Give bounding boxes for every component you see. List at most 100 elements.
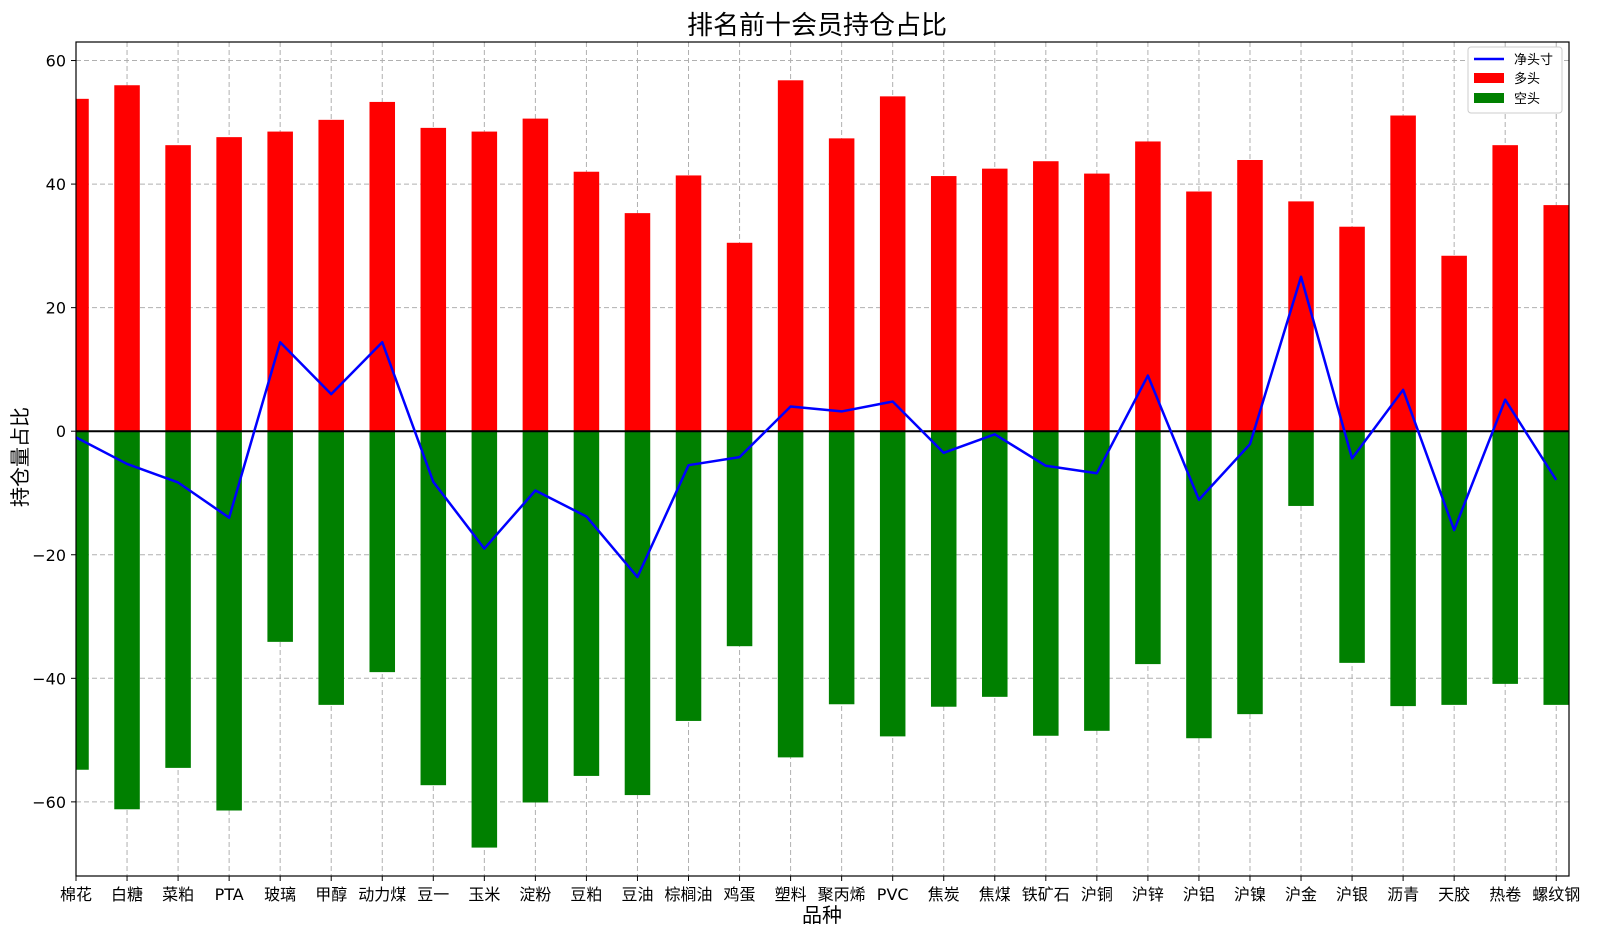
long-bar	[1084, 173, 1110, 432]
legend: 净头寸 多头 空头	[1467, 46, 1563, 114]
short-bar	[1237, 431, 1263, 715]
short-bar	[369, 431, 396, 673]
x-tick-label: 白糖	[111, 885, 143, 904]
net-position-polyline	[75, 275, 1558, 579]
x-tick-label: 沪镍	[1234, 885, 1266, 904]
plot-frame	[75, 41, 1570, 877]
x-tick-label: PTA	[215, 885, 244, 904]
short-bar	[573, 431, 600, 776]
long-bar	[675, 175, 702, 432]
x-tick-label: 鸡蛋	[724, 885, 756, 904]
short-bar	[1441, 431, 1467, 705]
x-tick-label: 玉米	[468, 885, 500, 904]
long-bar	[114, 85, 140, 432]
short-bar	[675, 431, 702, 721]
short-bar	[1135, 431, 1161, 665]
long-bar	[216, 137, 242, 432]
short-bar	[471, 431, 498, 848]
long-bar	[1237, 159, 1263, 432]
y-tick-label: 40	[46, 175, 66, 194]
long-bar	[777, 80, 804, 432]
short-bar	[76, 431, 89, 770]
short-bar	[1492, 431, 1518, 684]
y-tick-label: 20	[46, 299, 66, 318]
long-bar	[1033, 161, 1059, 432]
short-bar	[216, 431, 242, 811]
short-bar	[1288, 431, 1314, 506]
long-bar	[573, 171, 600, 432]
long-bar	[471, 131, 498, 432]
x-tick-label: 豆一	[417, 885, 449, 904]
long-bar	[1441, 255, 1467, 432]
long-bar	[828, 138, 855, 432]
long-bar	[522, 118, 549, 432]
long-bar	[930, 176, 957, 432]
legend-label-short: 空头	[1514, 92, 1540, 107]
x-axis-label: 品种	[802, 903, 842, 927]
y-axis: −60 −40 −20 0 20 40 60	[32, 52, 76, 812]
short-bar	[879, 431, 906, 737]
long-bar	[1186, 191, 1212, 432]
long-bar	[267, 131, 293, 432]
x-tick-label: 棕榈油	[665, 885, 713, 904]
x-tick-label: 沥青	[1387, 885, 1419, 904]
x-tick-label: 螺纹钢	[1532, 885, 1580, 904]
short-bar	[1084, 431, 1110, 731]
y-tick-label: −20	[32, 546, 66, 565]
x-tick-label: 沪金	[1285, 885, 1317, 904]
long-bar	[76, 98, 89, 432]
x-tick-label: 棉花	[60, 885, 92, 904]
short-bar	[1033, 431, 1059, 736]
short-bar	[726, 431, 753, 647]
bars	[76, 80, 1569, 848]
long-bar	[420, 127, 447, 432]
y-tick-label: 0	[56, 422, 66, 441]
x-tick-label: 聚丙烯	[818, 885, 866, 904]
long-bar	[1390, 115, 1416, 432]
short-bar	[930, 431, 957, 707]
x-tick-label: 豆油	[621, 885, 653, 904]
legend-swatch-short	[1474, 93, 1504, 103]
short-bar	[420, 431, 447, 786]
short-bar	[1186, 431, 1212, 739]
short-bar	[828, 431, 855, 705]
x-tick-label: 沪铝	[1183, 885, 1215, 904]
long-bar	[1543, 205, 1569, 432]
long-bar	[982, 168, 1008, 432]
long-bar	[318, 119, 344, 432]
chart-title: 排名前十会员持仓占比	[687, 11, 947, 41]
x-tick-label: 铁矿石	[1022, 885, 1070, 904]
short-bar	[982, 431, 1008, 697]
long-bar	[1288, 201, 1314, 432]
y-tick-label: −40	[32, 669, 66, 688]
x-tick-label: 天胶	[1438, 885, 1470, 904]
x-tick-label: 动力煤	[358, 885, 406, 904]
y-axis-label: 持仓量占比	[8, 407, 32, 507]
legend-label-net: 净头寸	[1514, 53, 1553, 68]
x-tick-label: 沪锌	[1132, 885, 1164, 904]
y-tick-label: 60	[46, 52, 66, 71]
legend-label-long: 多头	[1514, 71, 1540, 87]
short-bar	[777, 431, 804, 758]
long-bar	[369, 101, 396, 432]
short-bar	[114, 431, 140, 810]
x-tick-label: PVC	[877, 885, 909, 904]
long-bar	[879, 96, 906, 432]
x-tick-label: 焦煤	[979, 885, 1011, 904]
x-tick-label: 沪银	[1336, 885, 1368, 904]
x-tick-label: 淀粉	[519, 885, 551, 904]
x-tick-label: 塑料	[775, 885, 807, 904]
long-bar	[1492, 145, 1518, 432]
long-bar	[165, 145, 191, 432]
long-bar	[1339, 226, 1365, 432]
x-tick-label: 焦炭	[928, 885, 960, 904]
x-tick-label: 豆粕	[570, 885, 602, 904]
short-bar	[1390, 431, 1416, 707]
short-bar	[624, 431, 651, 796]
x-tick-label: 玻璃	[264, 885, 296, 904]
x-tick-label: 菜粕	[162, 885, 194, 904]
y-tick-label: −60	[32, 793, 66, 812]
legend-swatch-long	[1474, 73, 1504, 83]
long-bar	[726, 242, 753, 432]
